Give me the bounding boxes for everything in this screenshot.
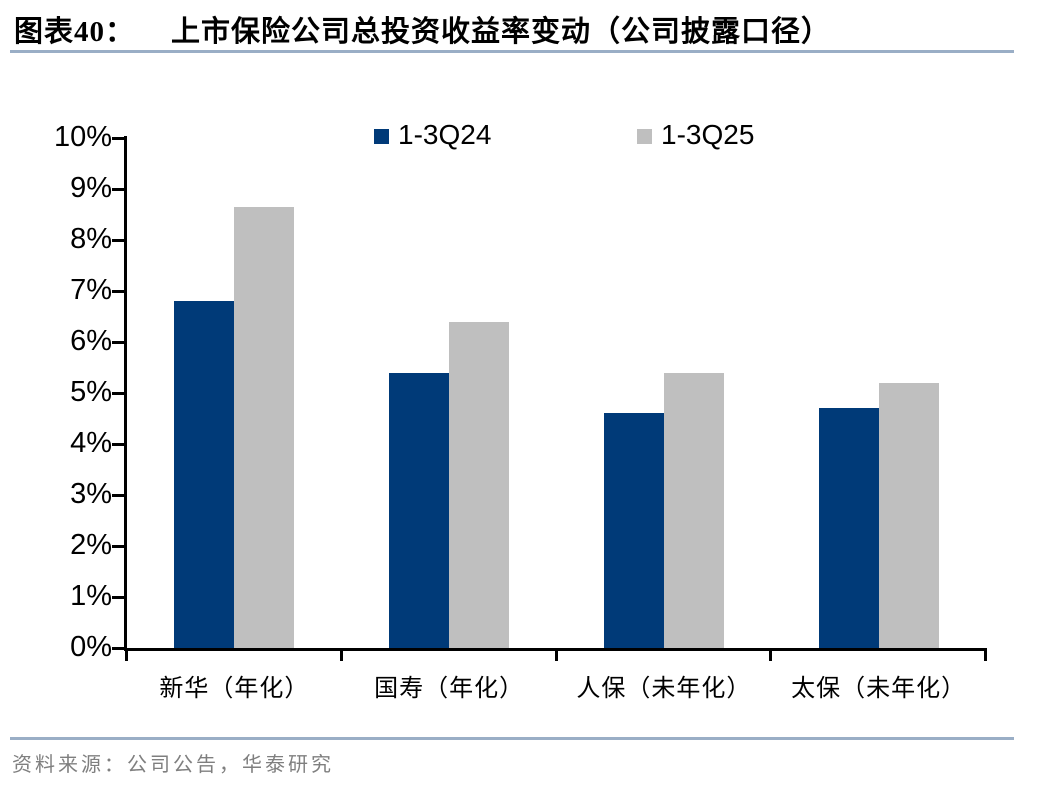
x-axis-label-cat2: 国寿（年化） [374, 676, 525, 702]
bar-1-3q25-cat3 [663, 372, 724, 648]
footer-divider [10, 737, 1014, 740]
bar-1-3q25-cat4 [878, 382, 939, 648]
y-tick [112, 239, 127, 242]
y-tick-label: 5% [70, 376, 112, 408]
y-tick [112, 341, 127, 344]
x-tick [125, 648, 128, 661]
y-tick-label: 10% [53, 121, 112, 153]
title-divider [10, 50, 1014, 53]
bar-1-3q24-cat3 [603, 413, 664, 648]
y-tick [112, 188, 127, 191]
y-tick-label: 8% [70, 223, 112, 255]
y-tick-label: 6% [70, 325, 112, 357]
y-tick-label: 3% [70, 478, 112, 510]
y-tick-label: 7% [70, 274, 112, 306]
y-tick [112, 545, 127, 548]
figure-header: 图表40： 上市保险公司总投资收益率变动（公司披露口径） [14, 8, 831, 50]
y-tick [112, 290, 127, 293]
x-tick [984, 648, 987, 661]
legend-label-1-3q25: 1-3Q25 [661, 119, 755, 150]
y-tick-label: 1% [70, 580, 112, 612]
x-tick [769, 648, 773, 661]
bar-1-3q24-cat1 [174, 301, 235, 648]
y-tick-label: 2% [70, 529, 112, 561]
bar-1-3q24-cat4 [818, 408, 879, 648]
legend-swatch-1-3q24-icon [374, 128, 389, 144]
x-tick [554, 648, 558, 661]
y-tick-label: 4% [70, 427, 112, 459]
y-tick [112, 137, 127, 140]
bar-1-3q24-cat2 [389, 372, 450, 648]
y-tick [112, 596, 127, 599]
x-tick [339, 648, 343, 661]
y-tick-label: 9% [70, 172, 112, 204]
y-tick [112, 392, 127, 395]
bar-1-3q25-cat1 [234, 206, 295, 648]
figure-number-label: 图表40： [14, 16, 136, 48]
y-tick-label: 0% [70, 631, 112, 663]
bar-1-3q25-cat2 [449, 321, 510, 648]
legend-swatch-1-3q25-icon [637, 128, 652, 144]
x-axis-label-cat3: 人保（未年化） [576, 676, 752, 702]
y-tick [112, 443, 127, 446]
legend-item-1-3q24: 1-3Q24 [374, 119, 491, 151]
x-axis-label-cat4: 太保（未年化） [791, 676, 967, 702]
legend-item-1-3q25: 1-3Q25 [637, 119, 754, 151]
figure-title: 上市保险公司总投资收益率变动（公司披露口径） [171, 16, 832, 48]
x-axis-label-cat1: 新华（年化） [159, 676, 310, 702]
legend-label-1-3q24: 1-3Q24 [398, 119, 492, 150]
y-tick [112, 647, 127, 650]
y-tick [112, 494, 127, 497]
source-note: 资料来源：公司公告，华泰研究 [12, 754, 334, 776]
